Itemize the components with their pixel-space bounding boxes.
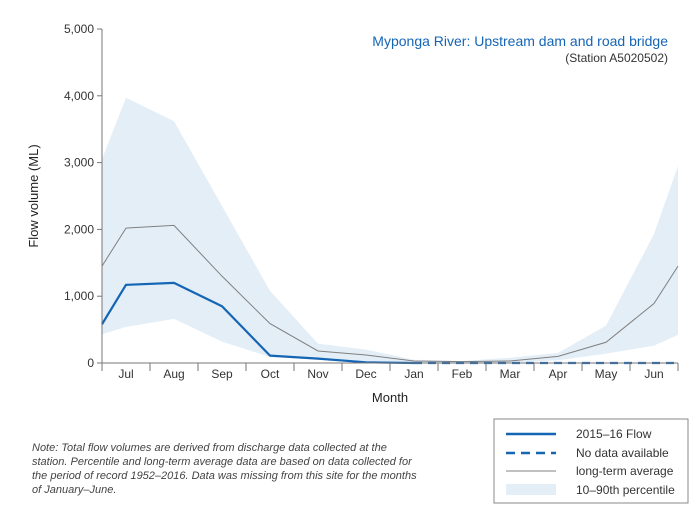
legend-label-flow: 2015–16 Flow — [576, 427, 652, 441]
x-tick-label: Mar — [500, 367, 521, 381]
legend-swatch-band — [506, 484, 556, 495]
x-tick-label: Sep — [211, 367, 233, 381]
series-flow-2015-16 — [101, 281, 415, 365]
x-axis-title: Month — [372, 390, 408, 405]
x-tick-layer: Jul Aug Sep Oct Nov Dec Jan Feb Mar Apr May Jun — [101, 363, 679, 381]
percentile-band-layer — [102, 97, 678, 364]
x-tick-label: Nov — [307, 367, 328, 381]
y-tick-label: 0 — [87, 356, 94, 370]
footnote: Note: Total flow volumes are derived fro… — [32, 442, 417, 496]
legend-label-no-data: No data available — [576, 446, 669, 460]
x-tick-label: Aug — [163, 367, 184, 381]
chart-title: Myponga River: Upstream dam and road bri… — [372, 33, 668, 49]
x-tick-label: May — [595, 367, 618, 381]
y-tick-label: 1,000 — [64, 289, 94, 303]
legend: 2015–16 Flow No data available long-term… — [493, 418, 689, 504]
percentile-band — [102, 97, 678, 364]
series-longterm-average — [101, 224, 679, 363]
legend-label-band: 10–90th percentile — [576, 483, 675, 497]
y-tick-label: 3,000 — [64, 156, 94, 170]
x-tick-label: Dec — [355, 367, 376, 381]
x-tick-label: Jul — [118, 367, 133, 381]
x-tick-label: Apr — [549, 367, 568, 381]
x-tick-label: Jun — [644, 367, 663, 381]
y-tick-label: 2,000 — [64, 222, 94, 236]
legend-label-average: long-term average — [576, 464, 674, 478]
y-tick-label: 5,000 — [64, 22, 94, 36]
x-tick-label: Feb — [452, 367, 473, 381]
x-tick-label: Oct — [261, 367, 280, 381]
y-axis-title: Flow volume (ML) — [26, 144, 41, 247]
y-tick-layer: 0 1,000 2,000 3,000 4,000 5,000 — [64, 22, 102, 370]
x-tick-label: Jan — [404, 367, 423, 381]
chart-subtitle: (Station A5020502) — [565, 51, 668, 65]
y-tick-label: 4,000 — [64, 89, 94, 103]
